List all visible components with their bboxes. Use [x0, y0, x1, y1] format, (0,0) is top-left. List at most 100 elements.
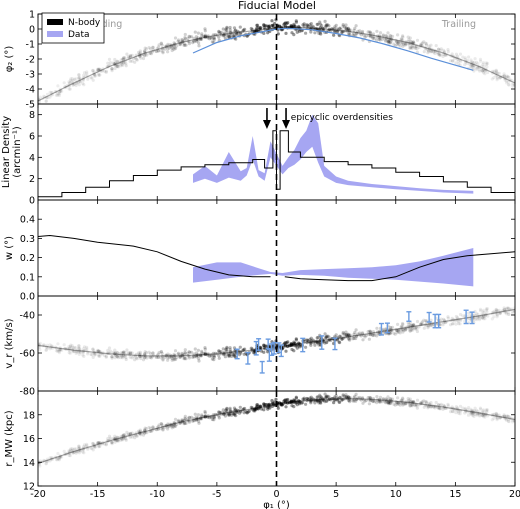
nbody-density: [399, 324, 403, 328]
nbody-density: [451, 406, 455, 411]
nbody-density: [247, 409, 251, 413]
nbody-density: [445, 406, 449, 410]
nbody-density: [128, 59, 132, 63]
nbody-density: [259, 407, 264, 411]
nbody-density: [305, 338, 309, 343]
nbody-density: [472, 414, 476, 419]
nbody-density: [85, 347, 89, 351]
nbody-density: [283, 401, 287, 405]
nbody-density: [224, 348, 228, 352]
nbody-density: [424, 43, 429, 47]
nbody-density: [331, 397, 335, 401]
nbody-density: [326, 28, 330, 32]
nbody-density: [309, 395, 313, 399]
nbody-density: [371, 330, 375, 334]
nbody-density: [305, 399, 309, 403]
nbody-density: [125, 52, 129, 56]
y-tick-label: -5: [26, 100, 35, 111]
nbody-density: [116, 439, 121, 443]
nbody-density: [466, 408, 470, 412]
nbody-density: [495, 313, 499, 317]
nbody-density: [414, 44, 419, 48]
nbody-density: [193, 30, 197, 34]
nbody-density: [472, 63, 476, 68]
nbody-density: [194, 355, 199, 359]
nbody-density: [95, 442, 99, 446]
nbody-density: [110, 67, 114, 71]
nbody-density: [446, 316, 450, 320]
nbody-density: [389, 401, 393, 405]
nbody-density: [127, 432, 131, 436]
nbody-density: [354, 336, 358, 341]
nbody-density: [101, 67, 105, 71]
nbody-density: [495, 315, 499, 319]
nbody-density: [407, 327, 411, 331]
nbody-density: [456, 407, 460, 411]
nbody-density: [467, 55, 471, 59]
nbody-density: [138, 54, 142, 58]
nbody-density: [410, 400, 415, 405]
nbody-density: [342, 25, 346, 29]
nbody-density: [508, 307, 512, 311]
nbody-density: [376, 398, 380, 402]
nbody-density: [181, 419, 185, 423]
nbody-density: [387, 401, 391, 405]
nbody-density: [130, 351, 134, 355]
nbody-density: [211, 36, 215, 41]
nbody-density: [494, 74, 498, 78]
nbody-density: [430, 405, 434, 409]
nbody-density: [53, 345, 58, 349]
nbody-density: [96, 441, 100, 445]
nbody-density: [189, 350, 194, 354]
nbody-density: [58, 90, 62, 94]
nbody-density: [475, 316, 479, 320]
arrow-head-1: [282, 120, 291, 129]
nbody-density: [169, 354, 173, 358]
nbody-density: [195, 353, 199, 358]
nbody-density: [81, 349, 85, 353]
nbody-density: [176, 351, 181, 355]
nbody-density: [389, 328, 394, 332]
nbody-density: [67, 351, 71, 355]
nbody-density: [192, 355, 196, 359]
nbody-density: [289, 399, 293, 403]
nbody-density: [127, 55, 131, 59]
nbody-density: [252, 351, 256, 355]
nbody-density: [110, 440, 114, 444]
nbody-density: [172, 41, 176, 45]
nbody-density: [100, 69, 104, 73]
nbody-density: [439, 47, 443, 51]
nbody-density: [239, 351, 243, 355]
nbody-density: [60, 89, 64, 93]
nbody-density: [253, 408, 257, 412]
nbody-density: [364, 333, 368, 338]
nbody-density: [70, 344, 74, 348]
nbody-density: [263, 24, 267, 28]
nbody-density: [148, 51, 153, 55]
nbody-density: [166, 47, 170, 51]
nbody-density: [376, 399, 380, 403]
nbody-density: [67, 84, 71, 88]
nbody-density: [441, 406, 445, 410]
nbody-density: [123, 433, 127, 437]
nbody-density: [420, 402, 424, 406]
nbody-density: [138, 54, 142, 59]
nbody-density: [74, 349, 78, 353]
nbody-density: [353, 26, 357, 30]
nbody-density: [228, 346, 232, 350]
nbody-density: [172, 352, 176, 356]
nbody-density: [151, 48, 156, 52]
nbody-density: [219, 30, 223, 34]
nbody-density: [173, 42, 177, 46]
nbody-density: [316, 341, 320, 345]
nbody-density: [375, 401, 379, 405]
nbody-density: [274, 397, 278, 401]
nbody-density: [482, 415, 486, 419]
nbody-density: [477, 314, 481, 318]
nbody-density: [254, 407, 258, 411]
nbody-density: [458, 408, 462, 412]
nbody-density: [495, 311, 499, 315]
nbody-density: [98, 441, 102, 445]
nbody-density: [182, 357, 186, 361]
nbody-density: [234, 409, 238, 413]
